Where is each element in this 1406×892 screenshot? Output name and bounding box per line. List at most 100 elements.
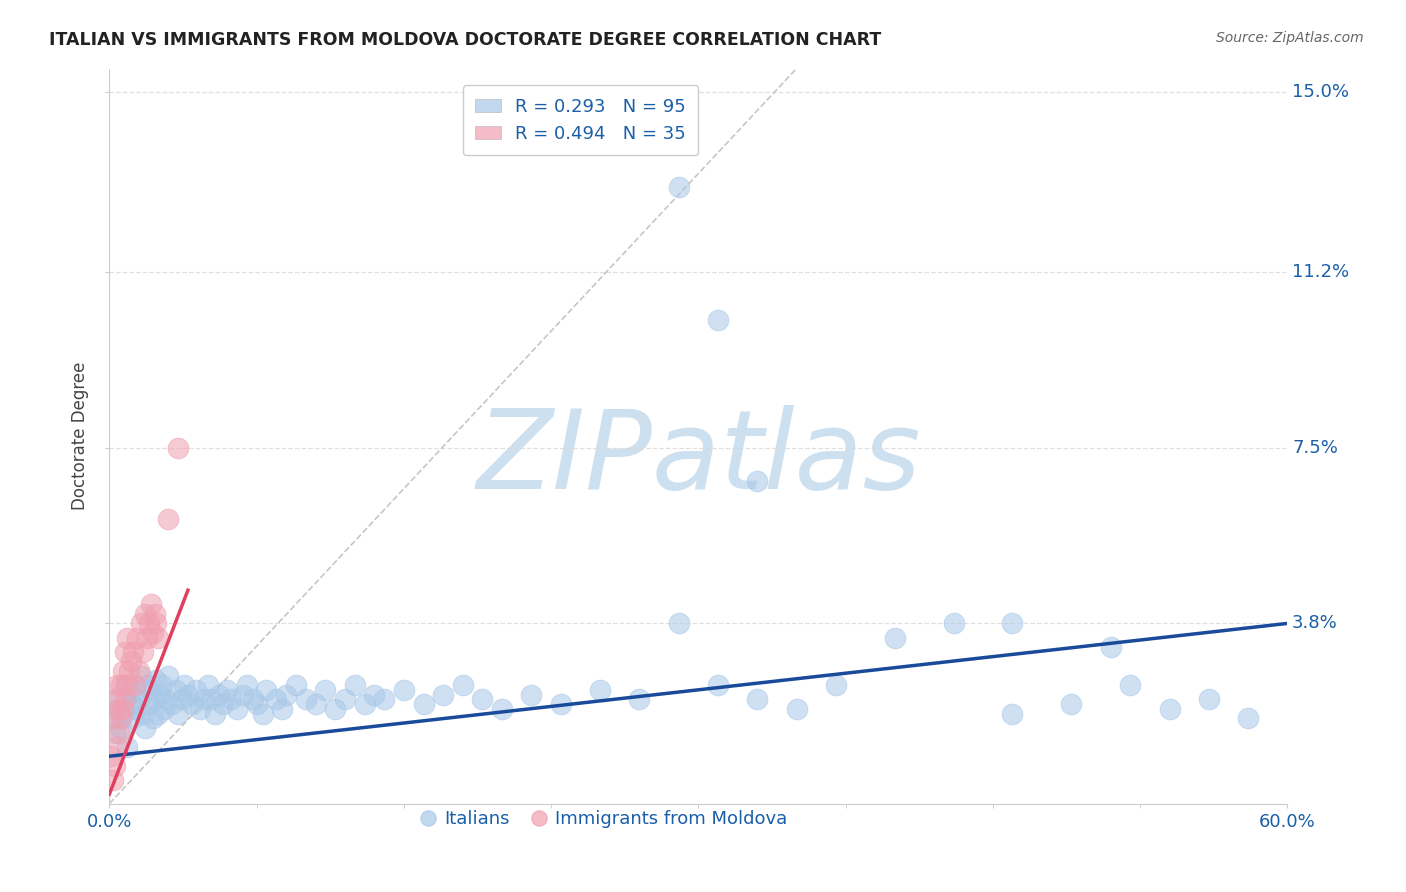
Point	[128, 664, 150, 678]
Point	[883, 631, 905, 645]
Point	[103, 711, 125, 725]
Point	[149, 688, 172, 702]
Point	[112, 702, 135, 716]
Point	[122, 645, 145, 659]
Point	[180, 697, 202, 711]
Point	[392, 682, 415, 697]
Point	[118, 664, 141, 678]
Point	[139, 598, 162, 612]
Point	[100, 749, 122, 764]
Point	[103, 711, 125, 725]
Point	[1001, 616, 1024, 631]
Point	[177, 688, 200, 702]
Text: 7.5%: 7.5%	[1292, 439, 1339, 457]
Point	[252, 706, 274, 721]
Point	[112, 664, 135, 678]
Point	[148, 706, 170, 721]
Point	[118, 688, 141, 702]
Point	[104, 692, 127, 706]
Point	[200, 692, 222, 706]
Point	[160, 697, 183, 711]
Point	[167, 441, 190, 455]
Point	[134, 721, 156, 735]
Point	[314, 682, 336, 697]
Point	[143, 692, 166, 706]
Point	[132, 706, 155, 721]
Point	[363, 688, 385, 702]
Point	[108, 692, 131, 706]
Point	[747, 692, 769, 706]
Point	[124, 682, 146, 697]
Point	[145, 673, 167, 688]
Point	[142, 711, 165, 725]
Point	[132, 645, 155, 659]
Point	[143, 607, 166, 621]
Point	[110, 678, 132, 692]
Point	[124, 678, 146, 692]
Point	[264, 692, 287, 706]
Point	[155, 692, 177, 706]
Point	[167, 706, 190, 721]
Point	[105, 678, 128, 692]
Point	[115, 631, 138, 645]
Point	[125, 702, 148, 716]
Point	[114, 692, 136, 706]
Point	[1119, 678, 1142, 692]
Point	[193, 692, 215, 706]
Point	[668, 180, 690, 194]
Point	[589, 682, 612, 697]
Point	[135, 631, 157, 645]
Point	[550, 697, 572, 711]
Point	[104, 758, 127, 772]
Point	[112, 706, 135, 721]
Point	[786, 702, 808, 716]
Text: 11.2%: 11.2%	[1292, 263, 1350, 282]
Point	[246, 697, 269, 711]
Point	[1159, 702, 1181, 716]
Point	[170, 692, 193, 706]
Point	[120, 697, 142, 711]
Point	[108, 702, 131, 716]
Text: ITALIAN VS IMMIGRANTS FROM MOLDOVA DOCTORATE DEGREE CORRELATION CHART: ITALIAN VS IMMIGRANTS FROM MOLDOVA DOCTO…	[49, 31, 882, 49]
Point	[139, 682, 162, 697]
Point	[333, 692, 356, 706]
Point	[120, 654, 142, 668]
Y-axis label: Doctorate Degree: Doctorate Degree	[72, 362, 89, 510]
Point	[145, 616, 167, 631]
Point	[226, 702, 249, 716]
Point	[707, 313, 730, 327]
Point	[188, 702, 211, 716]
Point	[165, 682, 187, 697]
Point	[208, 688, 231, 702]
Point	[115, 739, 138, 754]
Point	[105, 702, 128, 716]
Point	[256, 682, 278, 697]
Point	[138, 697, 160, 711]
Point	[197, 678, 219, 692]
Point	[122, 711, 145, 725]
Point	[219, 692, 242, 706]
Point	[115, 678, 138, 692]
Point	[148, 631, 170, 645]
Point	[323, 702, 346, 716]
Point	[747, 474, 769, 488]
Point	[110, 721, 132, 735]
Point	[236, 678, 259, 692]
Point	[173, 678, 195, 692]
Point	[110, 711, 132, 725]
Point	[105, 739, 128, 754]
Point	[343, 678, 366, 692]
Point	[1198, 692, 1220, 706]
Point	[157, 512, 180, 526]
Point	[491, 702, 513, 716]
Point	[184, 682, 207, 697]
Point	[304, 697, 326, 711]
Point	[114, 678, 136, 692]
Point	[138, 616, 160, 631]
Point	[232, 688, 254, 702]
Text: 3.8%: 3.8%	[1292, 615, 1337, 632]
Point	[114, 645, 136, 659]
Point	[412, 697, 434, 711]
Point	[1001, 706, 1024, 721]
Point	[824, 678, 846, 692]
